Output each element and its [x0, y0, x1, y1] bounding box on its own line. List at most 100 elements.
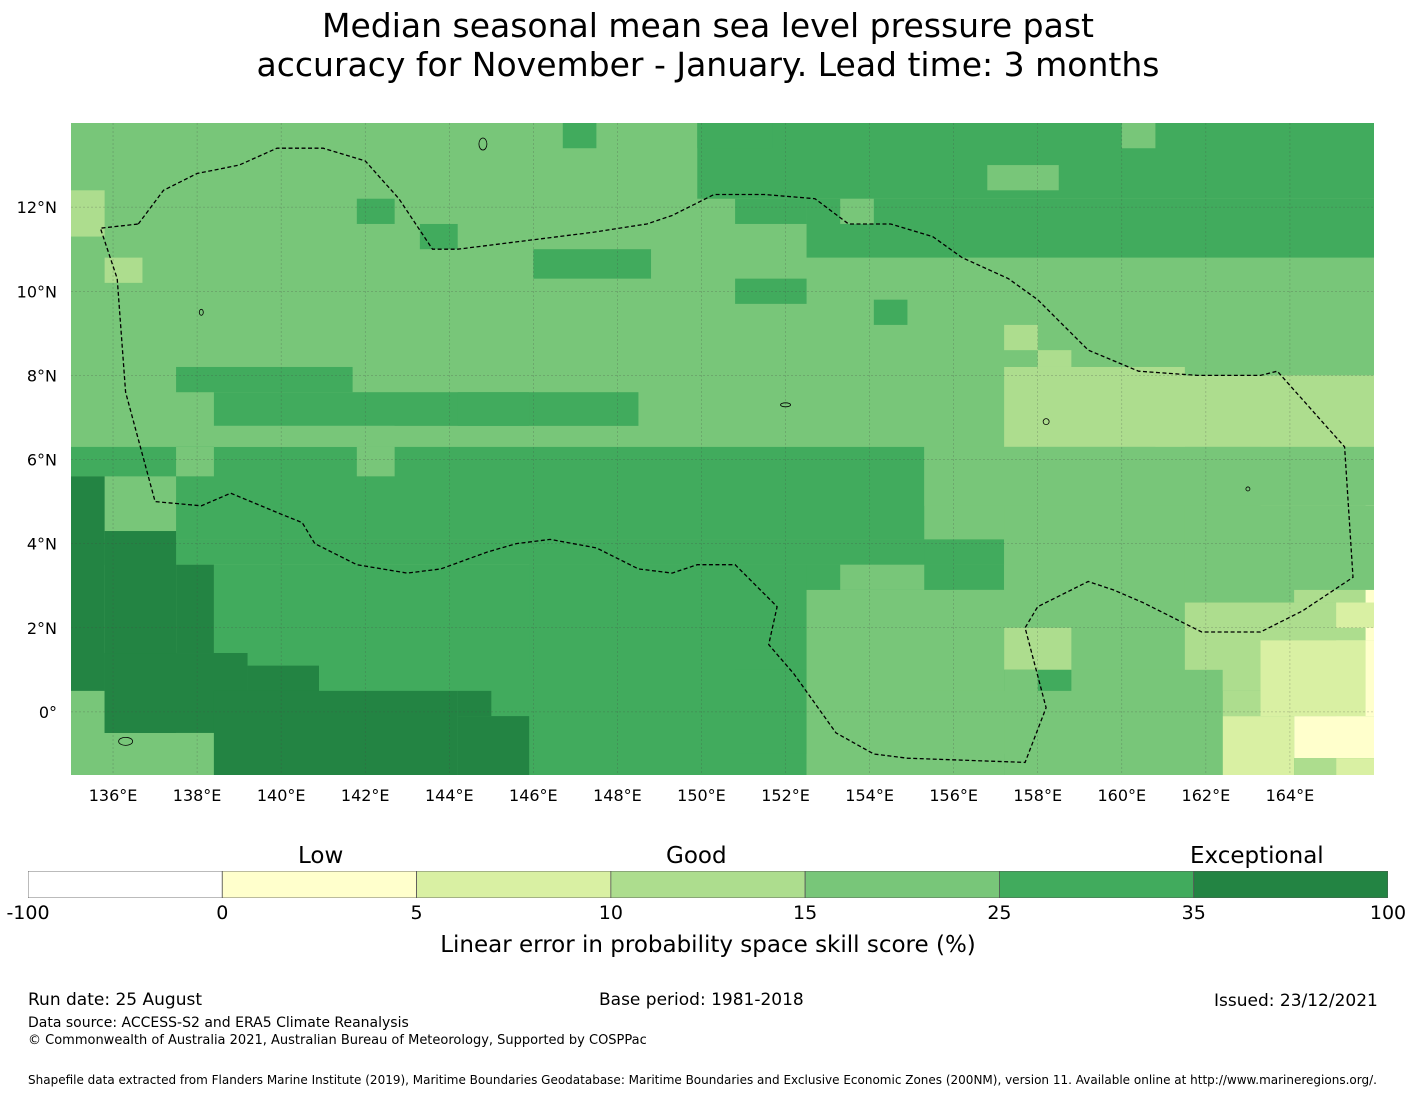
lon-tick-label: 150°E — [677, 786, 726, 805]
lon-tick-label: 142°E — [341, 786, 390, 805]
skill-cell — [457, 716, 530, 775]
skill-map[interactable]: 136°E 138°E 140°E 142°E 144°E 146°E 148°E 150°E… — [0, 0, 1416, 820]
skill-cell — [356, 446, 395, 477]
colorbar-tick-label: -100 — [6, 902, 50, 924]
island-outline — [198, 308, 204, 316]
island-outline — [478, 137, 488, 151]
skill-cell — [71, 539, 1005, 565]
skill-cell — [1294, 716, 1374, 759]
issued-date: Issued: 23/12/2021 — [1214, 991, 1378, 1011]
colorbar-segment — [1193, 871, 1388, 898]
lat-tick-label: 12°N — [17, 198, 57, 217]
legend-heading-exceptional: Exceptional — [1190, 843, 1324, 869]
colorbar-tick-label: 100 — [1369, 902, 1407, 924]
lat-tick-label: 6°N — [27, 451, 57, 470]
skill-cell — [71, 190, 105, 237]
eez-boundary — [99, 147, 1354, 764]
island-outline — [1042, 418, 1050, 426]
skill-cell — [697, 123, 773, 149]
lon-tick-label: 146°E — [509, 786, 558, 805]
lat-tick-label: 8°N — [27, 366, 57, 385]
skill-cell — [419, 223, 458, 250]
skill-cell — [356, 198, 395, 224]
lat-tick-label: 0° — [39, 703, 57, 722]
map-title: Median seasonal mean sea level pressure … — [0, 6, 1416, 84]
skill-cell — [1004, 366, 1185, 447]
colorbar-segment — [999, 871, 1195, 898]
skill-cell — [1004, 627, 1072, 670]
shapefile-credit: Shapefile data extracted from Flanders M… — [28, 1073, 1377, 1087]
data-source: Data source: ACCESS-S2 and ERA5 Climate … — [28, 1015, 409, 1031]
colorbar-segment — [416, 871, 612, 898]
colorbar-tick-label: 25 — [987, 902, 1012, 924]
colorbar-label: Linear error in probability space skill … — [440, 932, 976, 958]
skill-cell — [1222, 716, 1295, 775]
skill-cell — [1260, 640, 1366, 717]
island-outline — [1245, 486, 1251, 492]
skill-cell — [1222, 690, 1261, 717]
skill-cell — [1004, 493, 1185, 590]
lat-tick-label: 4°N — [27, 535, 57, 554]
skill-cell — [457, 392, 530, 426]
colorbar-segment — [221, 871, 417, 898]
lon-tick-label: 160°E — [1097, 786, 1146, 805]
colorbar-tick-label: 35 — [1181, 902, 1206, 924]
skill-cell — [1004, 669, 1223, 775]
skill-cell — [873, 299, 908, 325]
skill-cell — [806, 198, 1374, 258]
lon-tick-label: 138°E — [173, 786, 222, 805]
lon-tick-label: 164°E — [1266, 786, 1315, 805]
skill-cell — [71, 476, 105, 691]
base-period: Base period: 1981-2018 — [599, 990, 804, 1010]
skill-cell — [457, 690, 492, 717]
lon-tick-label: 162°E — [1182, 786, 1231, 805]
skill-cell — [987, 165, 1059, 191]
title-line-1: Median seasonal mean sea level pressure … — [322, 6, 1094, 45]
map-panel[interactable]: 136°E 138°E 140°E 142°E 144°E 146°E 148°E 150°E… — [0, 0, 1416, 820]
skill-cell — [1037, 669, 1072, 691]
colorbar — [28, 871, 1388, 898]
skill-cell — [1184, 505, 1374, 590]
legend-heading-low: Low — [298, 843, 344, 869]
colorbar-tick-label: 10 — [598, 902, 623, 924]
skill-cell — [213, 425, 395, 447]
island-outline — [118, 736, 134, 746]
colorbar-tick-label: 0 — [216, 902, 229, 924]
island-outline — [780, 402, 791, 408]
gridlines — [71, 123, 1374, 775]
lon-tick-label: 152°E — [761, 786, 810, 805]
title-line-2: accuracy for November - January. Lead ti… — [256, 45, 1160, 84]
skill-cell — [1004, 324, 1038, 351]
skill-cell — [176, 564, 214, 654]
skill-cell — [840, 198, 874, 224]
skill-cell — [735, 278, 807, 304]
skill-cell — [924, 690, 1005, 775]
lon-tick-label: 156°E — [929, 786, 978, 805]
skill-cell — [104, 257, 143, 283]
run-date: Run date: 25 August — [28, 990, 202, 1010]
skill-cell — [213, 690, 458, 775]
skill-cell — [1336, 758, 1374, 775]
lon-tick-label: 148°E — [593, 786, 642, 805]
skill-cell — [562, 123, 597, 149]
skill-cell — [840, 564, 925, 590]
lat-tick-label: 2°N — [27, 619, 57, 638]
skill-cell — [533, 249, 652, 279]
skill-cell — [176, 366, 353, 393]
lon-tick-label: 140°E — [257, 786, 306, 805]
skill-cell — [1336, 602, 1374, 628]
skill-cell — [176, 446, 925, 540]
lon-tick-label: 144°E — [425, 786, 474, 805]
skill-cell — [1121, 123, 1156, 149]
colorbar-segment — [804, 871, 1000, 898]
legend-heading-good: Good — [666, 843, 727, 869]
skill-cell — [1037, 350, 1072, 367]
copyright: © Commonwealth of Australia 2021, Austra… — [28, 1033, 647, 1048]
skill-cell — [924, 446, 1374, 506]
skill-cell — [735, 198, 807, 224]
colorbar-segment — [610, 871, 806, 898]
lon-tick-label: 136°E — [89, 786, 138, 805]
skill-cell — [213, 392, 639, 426]
lon-tick-label: 154°E — [845, 786, 894, 805]
skill-cell — [176, 446, 214, 477]
